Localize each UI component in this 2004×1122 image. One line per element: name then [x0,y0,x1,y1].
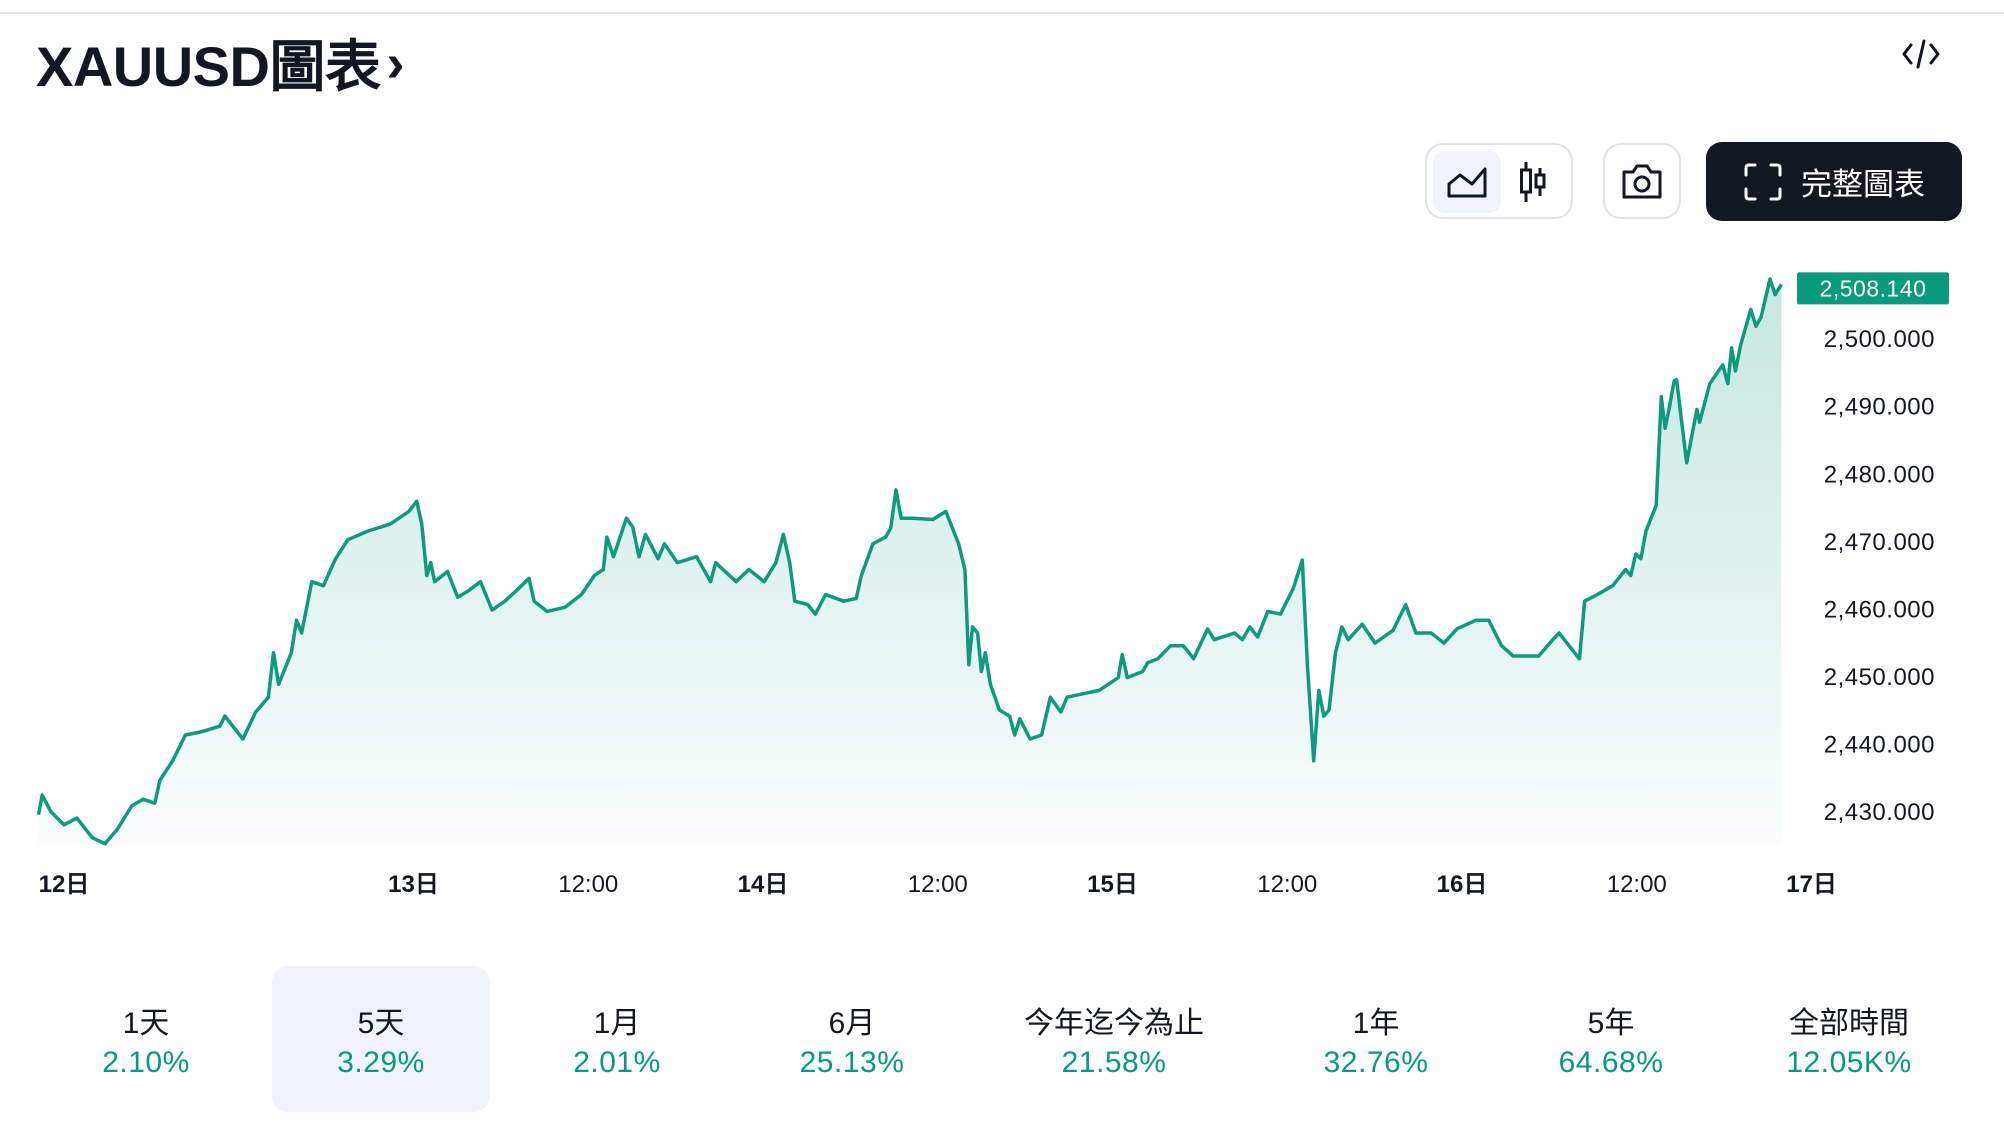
candlestick-button[interactable] [1499,151,1567,213]
page-title: XAUUSD圖表 [36,35,381,98]
period-tab-6[interactable]: 5年 64.68% [1502,966,1720,1112]
period-label: 1月 [593,1007,641,1040]
embed-code-button[interactable] [1898,32,1944,76]
y-tick-label: 2,480.000 [1824,461,1935,488]
y-tick-label: 2,470.000 [1824,529,1935,556]
period-change: 12.05K% [1786,1046,1912,1079]
period-label: 全部時間 [1789,1007,1909,1040]
period-label: 今年迄今為止 [1024,1007,1204,1040]
price-area-fill [38,279,1782,845]
camera-icon [1622,164,1662,199]
y-tick-label: 2,500.000 [1824,326,1935,353]
period-change: 2.10% [102,1046,190,1079]
screenshot-button[interactable] [1603,143,1681,219]
period-tab-7[interactable]: 全部時間 12.05K% [1740,966,1958,1112]
y-tick-label: 2,440.000 [1824,731,1935,758]
candlestick-icon [1520,162,1546,202]
period-change: 64.68% [1558,1046,1664,1079]
period-label: 5天 [357,1007,405,1040]
price-chart[interactable]: 2,430.000 2,440.000 2,450.000 2,460.000 2,47… [0,0,2004,930]
code-icon [1902,39,1940,69]
price-line [36,277,1783,846]
x-tick-label: 12:00 [558,871,618,898]
period-tab-0[interactable]: 1天 2.10% [37,966,255,1112]
period-tab-3[interactable]: 6月 25.13% [743,966,961,1112]
x-tick-label: 15日 [1087,871,1138,898]
full-chart-button[interactable]: 完整圖表 [1706,142,1962,221]
chart-type-toggle [1425,143,1573,219]
x-tick-label: 12日 [39,871,90,898]
period-label: 1天 [122,1007,170,1040]
area-chart-button[interactable] [1433,151,1501,213]
period-change: 21.58% [1061,1046,1167,1079]
period-change: 3.29% [337,1046,425,1079]
period-label: 1年 [1352,1007,1400,1040]
last-price-tag: 2,508.140 [1797,272,1949,305]
y-tick-label: 2,460.000 [1824,596,1935,623]
x-tick-label: 12:00 [1607,871,1667,898]
full-chart-label: 完整圖表 [1801,167,1925,202]
top-divider [0,12,2004,14]
x-tick-label: 17日 [1786,871,1837,898]
period-change: 2.01% [573,1046,661,1079]
period-tab-4[interactable]: 今年迄今為止 21.58% [1005,966,1223,1112]
period-tab-1[interactable]: 5天 3.29% [272,966,490,1112]
period-tab-2[interactable]: 1月 2.01% [508,966,726,1112]
y-tick-label: 2,490.000 [1824,394,1935,421]
x-tick-label: 12:00 [1257,871,1317,898]
chart-title-link[interactable]: XAUUSD圖表 › [36,22,404,103]
y-tick-label: 2,430.000 [1824,799,1935,826]
last-price-label: 2,508.140 [1820,275,1927,301]
period-label: 6月 [828,1007,876,1040]
period-label: 5年 [1587,1007,1635,1040]
period-change: 25.13% [799,1046,905,1079]
fullscreen-icon [1744,163,1782,200]
chevron-right-icon: › [386,32,404,93]
y-tick-label: 2,450.000 [1824,664,1935,691]
x-tick-label: 13日 [388,871,439,898]
area-chart-icon [1447,167,1487,198]
x-tick-label: 16日 [1437,871,1488,898]
period-change: 32.76% [1323,1046,1429,1079]
period-selector: 1天 2.10% 5天 3.29% 1月 2.01% 6月 25.13% 今年迄今為止 21.58… [30,966,1974,1112]
x-tick-label: 14日 [738,871,789,898]
x-tick-label: 12:00 [908,871,968,898]
period-tab-5[interactable]: 1年 32.76% [1267,966,1485,1112]
